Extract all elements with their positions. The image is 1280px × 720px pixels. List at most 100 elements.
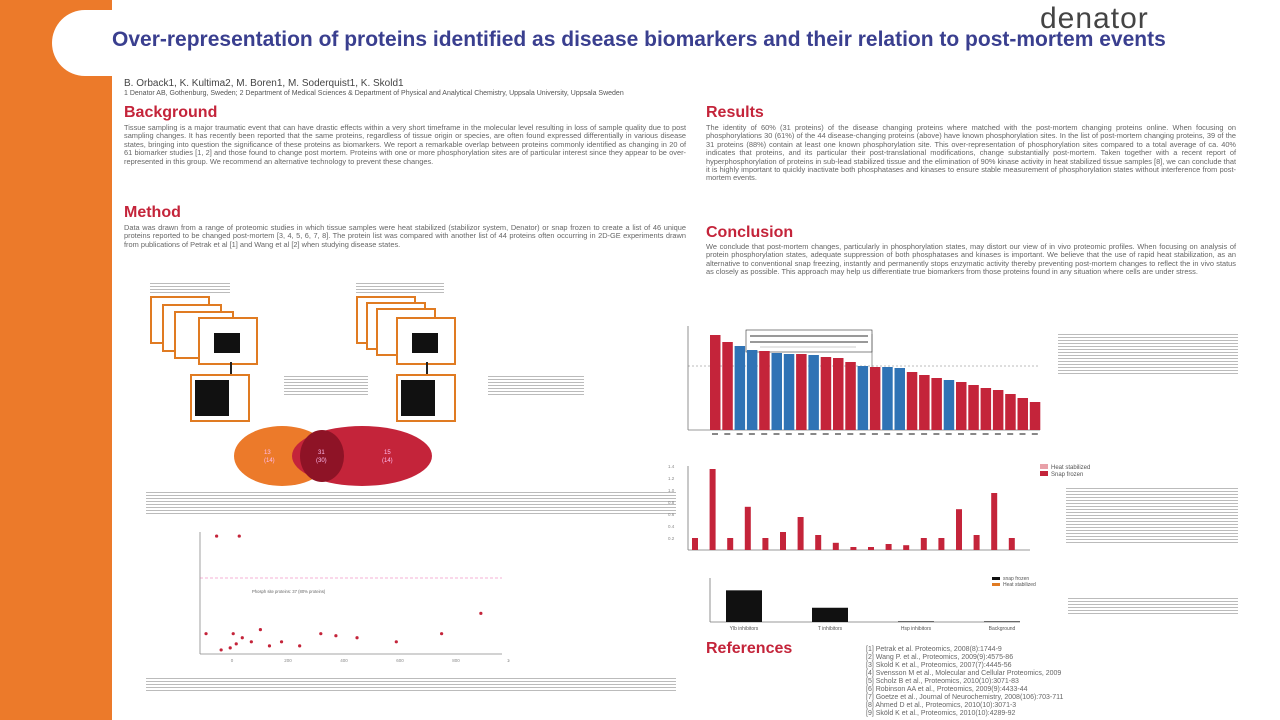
venn-overlap <box>300 430 344 482</box>
bar2-legend: Heat stabilized Snap frozen <box>1040 464 1090 478</box>
flow-arrow-right <box>426 362 428 374</box>
flow-caption-right <box>356 283 444 293</box>
bar1-tick-label <box>822 433 829 435</box>
bar1-bar <box>734 346 746 430</box>
flow-note-right <box>488 376 584 396</box>
bar1-bar <box>722 342 733 430</box>
reference-item: [2] Wang P. et al., Proteomics, 2009(9):… <box>866 654 1014 661</box>
scatter-xtick: 1000 <box>507 658 510 663</box>
bar2-bar <box>991 493 998 550</box>
bar1-tick-label <box>933 433 940 435</box>
paper-stack-4 <box>198 317 258 365</box>
bar1-bar <box>833 358 844 430</box>
bar3-bar <box>726 590 762 622</box>
title-tab <box>52 10 392 76</box>
bar2-bar <box>1008 538 1015 550</box>
bar2-bar <box>956 509 962 550</box>
bar1-bar <box>759 351 770 430</box>
reference-item: [1] Petrak et al. Proteomics, 2008(8):17… <box>866 646 1002 653</box>
affiliation: 1 Denator AB, Gothenburg, Sweden; 2 Depa… <box>124 90 624 97</box>
scatter-point <box>219 648 223 652</box>
bar3-category: Hsp inhibitors <box>901 626 932 632</box>
bar3-legend: snap frozen Heat stabilized <box>992 576 1036 588</box>
bar2-bar <box>868 547 874 550</box>
bar1-bar <box>906 372 918 430</box>
bar1-bar <box>931 378 942 430</box>
bar1-bar <box>771 353 782 430</box>
bar2-bar <box>832 542 839 550</box>
bar1-bar <box>980 388 992 430</box>
bar2-ytick: 0.8 <box>668 500 675 505</box>
bar1-bar <box>710 335 721 430</box>
bar3-category: T inhibitors <box>818 626 843 632</box>
bar2-bar <box>885 544 892 550</box>
bar1-bar <box>746 350 758 430</box>
bar1-tick-label <box>958 433 964 435</box>
reference-item: [6] Robinson AA et al., Proteomics, 2009… <box>866 686 1028 693</box>
bar-chart-ratio: 0.2 0.4 0.6 0.8 1.0 1.2 1.4 <box>668 464 1030 551</box>
bar2-bar <box>709 469 716 550</box>
bar1-tick-label <box>810 433 817 435</box>
protein-list-right <box>396 374 456 422</box>
bar1-tick-label <box>896 433 903 435</box>
venn-mid-label: 31 <box>318 450 325 456</box>
legend-heat-stabilized: Heat stabilized <box>1003 582 1036 588</box>
heading-method: Method <box>124 204 181 221</box>
scatter-point <box>319 632 323 636</box>
flow-note-left <box>284 376 368 396</box>
venn-right-label: 15 <box>384 450 391 456</box>
bar2-bar <box>903 545 910 550</box>
legend-heat: Heat stabilized <box>1051 465 1091 471</box>
figure2-caption <box>146 678 676 692</box>
bar2-ytick: 0.4 <box>668 524 675 529</box>
venn-left-sub: (14) <box>264 458 275 464</box>
scatter-xtick: 200 <box>284 658 292 663</box>
scatter-point <box>228 646 232 650</box>
venn-mid-sub: (30) <box>316 458 327 464</box>
bar1-tick-label <box>884 433 891 435</box>
bar1-tick-label <box>773 433 780 435</box>
results-text: The identity of 60% (31 proteins) of the… <box>706 123 1236 183</box>
bar1-tick-label <box>970 433 977 435</box>
bar1-tick-label <box>921 433 928 435</box>
bar1-bar <box>882 367 893 430</box>
bar1-bar <box>857 366 869 430</box>
bar1-caption <box>1058 334 1238 374</box>
venn-right-sub: (14) <box>382 458 393 464</box>
bar2-ytick: 1.0 <box>668 488 675 493</box>
flow-arrow-left <box>230 362 232 374</box>
scatter-annotation: Phosph site proteins: 37 (80% proteins) <box>252 589 326 594</box>
bar1-bar <box>919 375 930 430</box>
scatter-point <box>440 632 444 636</box>
scatter-point <box>479 611 483 615</box>
bar-chart-phosphorylation <box>687 326 1041 435</box>
bar1-bar <box>820 357 832 430</box>
reference-item: [3] Skold K et al., Proteomics, 2007(7):… <box>866 662 1012 669</box>
bar1-tick-label <box>945 433 952 435</box>
bar1-bar <box>783 354 795 430</box>
bar1-tick-label <box>835 433 841 435</box>
scatter-point <box>279 640 284 644</box>
bar2-bar <box>938 538 945 550</box>
venn-diagram: 13 (14) 31 (30) 15 (14) <box>234 426 432 486</box>
bar2-ytick: 0.6 <box>668 512 675 517</box>
bar2-bar <box>744 506 751 550</box>
scatter-point <box>249 640 253 644</box>
scatter-point <box>355 636 359 640</box>
legend-snap-frozen: snap frozen <box>1003 576 1030 582</box>
bar1-tick-label <box>994 433 1001 435</box>
scatter-xtick: 800 <box>452 658 460 663</box>
scatter-point <box>237 534 241 538</box>
bar3-category: Ylb inhibitors <box>730 626 759 632</box>
scatter-point <box>231 632 235 636</box>
bar2-bar <box>727 538 734 550</box>
bar3-category: Background <box>989 626 1016 632</box>
bar1-bar <box>796 354 807 430</box>
venn-left-label: 13 <box>264 450 271 456</box>
bar2-bar <box>797 517 804 550</box>
scatter-xtick: 0 <box>231 658 234 663</box>
bar1-bar <box>992 390 1004 430</box>
scatter-xtick: 600 <box>396 658 404 663</box>
bar1-tick-label <box>785 433 792 435</box>
bar1-bar <box>956 382 967 430</box>
